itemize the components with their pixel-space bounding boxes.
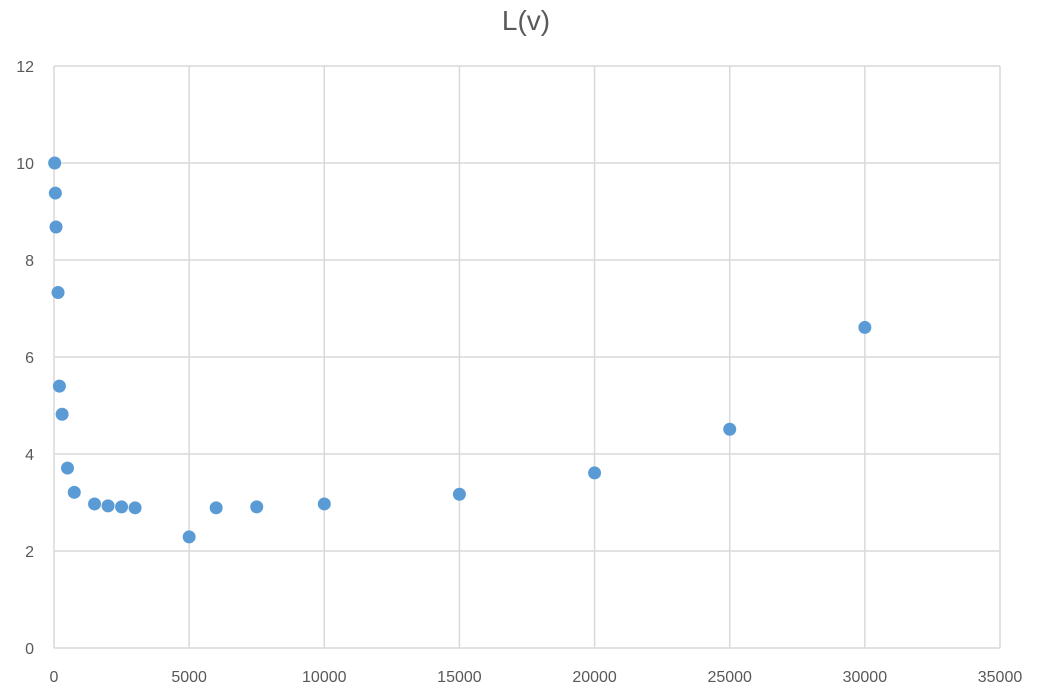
- data-point: [452, 487, 466, 501]
- grid-lines: [53, 65, 1001, 649]
- data-point: [317, 497, 331, 511]
- data-point: [115, 500, 129, 514]
- data-point: [67, 485, 81, 499]
- x-axis-tick-labels: 0 5000 10000 15000 20000 25000 30000 35000: [50, 669, 1023, 686]
- data-point: [182, 530, 196, 544]
- data-point: [588, 466, 602, 480]
- y-axis-tick-labels: 0 2 4 6 8 10 12: [16, 59, 34, 658]
- data-point: [209, 501, 223, 515]
- y-tick-label: 2: [25, 544, 34, 561]
- x-tick-label: 35000: [978, 669, 1023, 686]
- x-tick-label: 25000: [707, 669, 752, 686]
- data-point: [128, 501, 142, 515]
- y-tick-label: 0: [25, 641, 34, 658]
- data-point: [88, 497, 102, 511]
- data-points: [48, 156, 872, 544]
- data-point: [48, 156, 62, 170]
- data-point: [723, 422, 737, 436]
- data-point: [52, 379, 66, 393]
- data-point: [51, 285, 65, 299]
- x-tick-label: 30000: [843, 669, 888, 686]
- x-tick-label: 15000: [437, 669, 482, 686]
- data-point: [48, 186, 62, 200]
- y-tick-label: 8: [25, 253, 34, 270]
- data-point: [49, 220, 63, 234]
- x-tick-label: 0: [50, 669, 59, 686]
- y-tick-label: 4: [25, 447, 34, 464]
- x-tick-label: 10000: [302, 669, 347, 686]
- data-point: [858, 320, 872, 334]
- data-point: [250, 500, 264, 514]
- x-tick-label: 5000: [171, 669, 207, 686]
- data-point: [101, 499, 115, 513]
- y-tick-label: 6: [25, 350, 34, 367]
- data-point: [55, 407, 69, 421]
- y-tick-label: 12: [16, 59, 34, 76]
- y-tick-label: 10: [16, 156, 34, 173]
- x-tick-label: 20000: [572, 669, 617, 686]
- chart-title: L(v): [502, 5, 550, 36]
- data-point: [61, 461, 75, 475]
